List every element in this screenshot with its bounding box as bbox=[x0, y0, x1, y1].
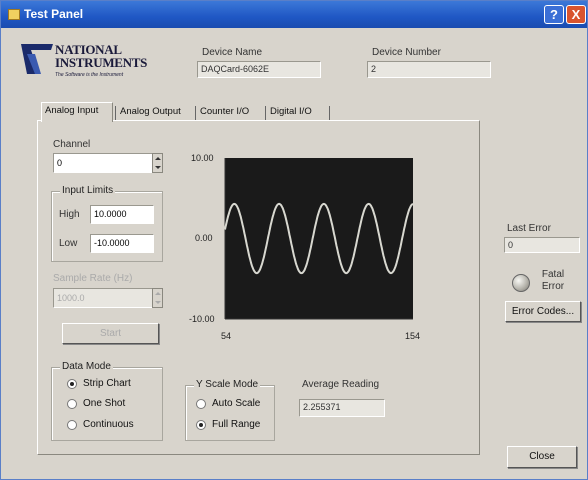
average-reading-label: Average Reading bbox=[302, 379, 380, 390]
spin-up-icon[interactable] bbox=[155, 292, 161, 295]
low-limit-input[interactable]: -10.0000 bbox=[90, 234, 154, 253]
y-tick-max: 10.00 bbox=[191, 153, 214, 163]
national-instruments-logo: NATIONAL INSTRUMENTS The Software is the… bbox=[21, 42, 171, 82]
radio-icon[interactable] bbox=[67, 420, 77, 430]
tab-analog-input[interactable]: Analog Input bbox=[41, 102, 113, 122]
title-bar[interactable]: Test Panel ? X bbox=[1, 1, 587, 28]
logo-tagline: The Software is the Instrument bbox=[55, 72, 124, 78]
channel-label: Channel bbox=[53, 139, 91, 150]
app-icon bbox=[8, 9, 20, 20]
average-reading-field: 2.255371 bbox=[299, 399, 385, 417]
channel-spinner[interactable] bbox=[152, 153, 163, 173]
channel-input[interactable]: 0 bbox=[53, 153, 155, 173]
waveform-chart-svg bbox=[224, 158, 414, 320]
waveform-chart: 10.00 0.00 -10.00 54 154 bbox=[179, 149, 427, 349]
high-limit-input[interactable]: 10.0000 bbox=[90, 205, 154, 224]
tab-separator bbox=[195, 106, 196, 120]
tab-analog-output[interactable]: Analog Output bbox=[120, 106, 181, 117]
input-limits-title: Input Limits bbox=[60, 185, 116, 196]
logo-line2: INSTRUMENTS bbox=[55, 55, 148, 70]
last-error-label: Last Error bbox=[507, 223, 551, 234]
logo-line1: NATIONAL bbox=[55, 42, 122, 57]
y-tick-min: -10.00 bbox=[189, 314, 215, 324]
fatal-error-label: Fatal Error bbox=[541, 269, 565, 292]
last-error-field: 0 bbox=[504, 237, 580, 253]
device-number-field: 2 bbox=[367, 61, 491, 78]
close-window-button[interactable]: X bbox=[566, 5, 586, 24]
data-mode-title: Data Mode bbox=[60, 361, 113, 372]
radio-icon[interactable] bbox=[67, 399, 77, 409]
y-tick-mid: 0.00 bbox=[195, 233, 213, 243]
input-limits-group: Input Limits bbox=[51, 185, 163, 262]
help-button[interactable]: ? bbox=[544, 5, 564, 24]
plot-area bbox=[225, 158, 413, 319]
start-button[interactable]: Start bbox=[62, 323, 159, 344]
radio-icon[interactable] bbox=[67, 379, 77, 389]
radio-icon[interactable] bbox=[196, 420, 206, 430]
y-scale-mode-group: Y Scale Mode bbox=[185, 379, 275, 441]
spin-down-icon[interactable] bbox=[155, 166, 161, 169]
device-name-field: DAQCard-6062E bbox=[197, 61, 321, 78]
ni-eagle-icon bbox=[21, 44, 53, 74]
sample-rate-label: Sample Rate (Hz) bbox=[53, 273, 133, 284]
fatal-error-led-icon bbox=[512, 274, 530, 292]
tab-counter-io[interactable]: Counter I/O bbox=[200, 106, 250, 117]
tab-separator bbox=[329, 106, 330, 120]
y-scale-mode-title: Y Scale Mode bbox=[194, 379, 261, 390]
tab-separator bbox=[115, 106, 116, 120]
low-label: Low bbox=[59, 238, 78, 249]
sample-rate-input[interactable]: 1000.0 bbox=[53, 288, 155, 308]
spin-down-icon[interactable] bbox=[155, 301, 161, 304]
device-name-label: Device Name bbox=[202, 47, 263, 58]
waveform-trace bbox=[224, 202, 414, 275]
tab-digital-io[interactable]: Digital I/O bbox=[270, 106, 312, 117]
radio-icon[interactable] bbox=[196, 399, 206, 409]
tab-separator bbox=[265, 106, 266, 120]
high-label: High bbox=[59, 209, 80, 220]
analog-input-panel bbox=[37, 120, 480, 455]
window-title: Test Panel bbox=[24, 7, 84, 21]
x-tick-min: 54 bbox=[221, 331, 232, 341]
device-number-label: Device Number bbox=[372, 47, 441, 58]
spin-up-icon[interactable] bbox=[155, 157, 161, 160]
sample-rate-spinner[interactable] bbox=[152, 288, 163, 308]
close-button[interactable]: Close bbox=[507, 446, 577, 468]
x-tick-max: 154 bbox=[405, 331, 421, 341]
data-mode-group: Data Mode bbox=[51, 361, 163, 441]
error-codes-button[interactable]: Error Codes... bbox=[505, 301, 581, 322]
